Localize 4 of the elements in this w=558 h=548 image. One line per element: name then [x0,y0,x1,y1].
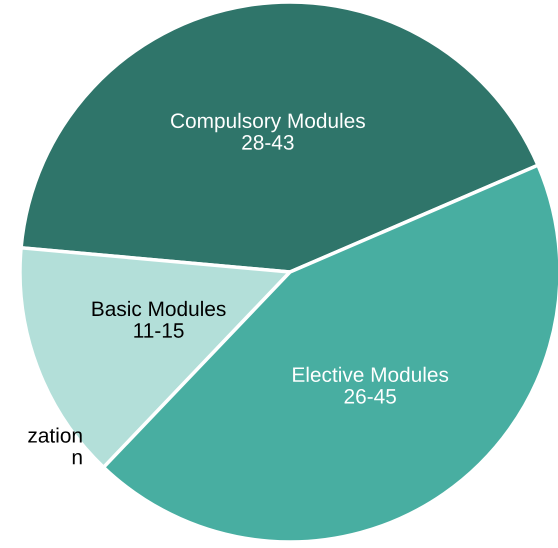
slice-label: Compulsory Modules 28-43 [171,112,365,150]
slice-label: Elective Modules 26-45 [293,366,448,404]
text: zation n [28,427,82,464]
slice-label: Basic Modules 11-15 [92,300,226,338]
